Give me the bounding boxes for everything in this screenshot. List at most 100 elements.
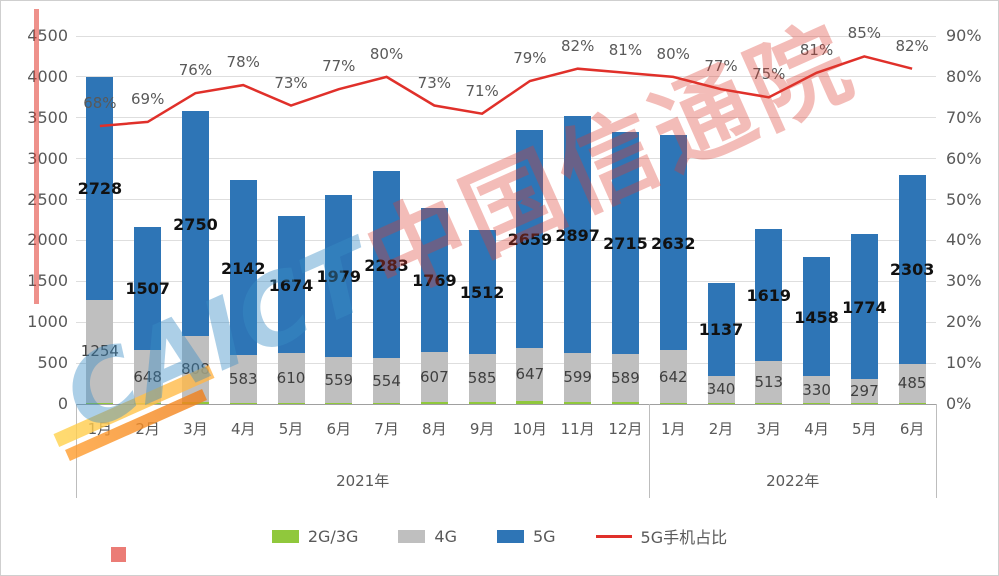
y-axis-tick-label: 3000	[27, 148, 68, 168]
bar-segment-2g3g	[373, 403, 401, 404]
bar-value-label-4g: 485	[897, 374, 927, 393]
x-axis-month-label: 12月	[608, 420, 643, 438]
bar-segment-5g	[755, 228, 783, 362]
legend-swatch-2g3g	[271, 529, 299, 543]
bar-segment-5g	[325, 195, 353, 358]
bar-segment-5g	[229, 179, 257, 356]
bar-segment-5g	[420, 207, 448, 353]
x-axis-line	[76, 403, 936, 405]
bar-value-label-5g: 1507	[125, 279, 170, 299]
bar-value-label-5g: 1137	[698, 320, 744, 340]
x-axis-month-label: 3月	[183, 420, 208, 438]
bar-value-label-5g: 2142	[220, 258, 266, 278]
bar-value-label-4g: 330	[802, 380, 831, 399]
bar-value-label-4g: 1254	[80, 342, 119, 361]
bar-segment-5g	[898, 175, 926, 364]
bar-segment-5g	[564, 116, 592, 353]
bar-value-label-4g: 554	[372, 371, 401, 390]
right-axis-tick-label: 0%	[946, 394, 972, 413]
bar-segment-2g3g	[516, 400, 544, 404]
gridline	[76, 321, 936, 323]
bar-value-label-5g: 2715	[603, 234, 648, 254]
right-axis-tick-label: 10%	[946, 353, 982, 373]
y-axis-tick-label: 1500	[27, 271, 68, 291]
bar-segment-2g3g	[564, 401, 592, 404]
share-percent-label: 69%	[130, 89, 165, 108]
x-axis-month-label: 5月	[852, 420, 877, 438]
bar-value-label-5g: 2283	[364, 255, 409, 275]
share-percent-label: 81%	[608, 40, 643, 59]
right-axis-tick-label: 40%	[946, 230, 982, 250]
legend-swatch-4g	[398, 529, 426, 543]
bar-segment-2g3g	[707, 403, 735, 404]
x-axis-year-label: 2022年	[766, 472, 820, 490]
share-percent-label: 82%	[560, 36, 595, 55]
x-axis-month-label: 4月	[230, 420, 256, 438]
bar-value-label-5g: 1512	[459, 282, 505, 302]
bar-segment-2g3g	[277, 403, 305, 404]
bar-segment-2g3g	[420, 401, 448, 404]
bar-segment-4g	[898, 363, 926, 404]
gridline	[76, 199, 936, 201]
right-axis-tick-label: 90%	[946, 26, 982, 45]
bar-segment-2g3g	[755, 403, 783, 404]
bar-value-label-4g: 585	[467, 368, 497, 387]
share-percent-label: 81%	[799, 40, 834, 59]
axis-group-separator	[649, 404, 651, 498]
bar-value-label-5g: 2659	[507, 230, 553, 250]
legend-label: 2G/3G	[307, 526, 359, 546]
bar-segment-2g3g	[181, 402, 209, 404]
bar-segment-5g	[659, 135, 687, 351]
bar-segment-5g	[850, 233, 878, 380]
x-axis-month-label: 8月	[422, 420, 447, 438]
legend-swatch-5g	[496, 529, 524, 543]
bar-value-label-5g: 2303	[889, 260, 935, 280]
share-percent-label: 77%	[322, 57, 356, 76]
bar-segment-2g3g	[86, 402, 114, 404]
bar-value-label-4g: 647	[515, 365, 545, 384]
bar-segment-4g	[803, 376, 831, 404]
share-percent-label: 73%	[274, 73, 308, 92]
legend-item-4g: 4G	[398, 527, 457, 546]
x-axis-month-label: 3月	[756, 420, 782, 438]
bar-segment-5g	[277, 216, 305, 354]
legend-item-5g: 5G	[496, 527, 556, 546]
bar-segment-4g	[277, 353, 305, 403]
gridline	[76, 280, 936, 282]
bar-segment-4g	[373, 357, 401, 404]
bar-segment-2g3g	[134, 403, 162, 404]
share-percent-label: 85%	[847, 24, 881, 43]
bar-segment-4g	[420, 352, 448, 402]
x-axis-month-label: 6月	[899, 420, 925, 438]
share-percent-label: 68%	[83, 93, 117, 112]
x-axis-month-label: 9月	[469, 420, 495, 438]
bar-segment-5g	[803, 257, 831, 377]
bar-value-label-4g: 599	[563, 368, 592, 387]
legend-swatch-5g手机占比	[595, 534, 632, 538]
x-axis-month-label: 7月	[374, 420, 399, 438]
gridline	[76, 362, 936, 364]
legend-label: 5G手机占比	[640, 528, 728, 547]
bar-segment-4g	[468, 353, 496, 402]
y-axis-tick-label: 4000	[27, 66, 68, 86]
bar-value-label-5g: 2897	[555, 225, 600, 245]
share-percent-label: 79%	[513, 48, 547, 67]
bar-segment-2g3g	[659, 402, 687, 404]
share-percent-label: 78%	[226, 53, 260, 72]
x-axis-month-label: 11月	[560, 420, 595, 438]
gridline	[76, 35, 936, 37]
x-axis-month-label: 5月	[278, 420, 304, 438]
bar-value-label-4g: 607	[420, 368, 449, 387]
bar-segment-4g	[755, 361, 783, 403]
bar-value-label-5g: 2728	[77, 179, 123, 199]
share-percent-label: 73%	[417, 73, 451, 92]
gridline	[76, 239, 936, 241]
bar-value-label-4g: 642	[658, 367, 688, 386]
y-axis-tick-label: 2000	[27, 230, 68, 250]
y-axis-tick-label: 1000	[27, 312, 68, 332]
bar-segment-4g	[516, 347, 544, 401]
x-axis-month-label: 1月	[87, 420, 113, 438]
share-percent-label: 71%	[465, 81, 499, 100]
bar-value-label-4g: 559	[324, 371, 354, 390]
x-axis-year-label: 2021年	[336, 472, 390, 490]
